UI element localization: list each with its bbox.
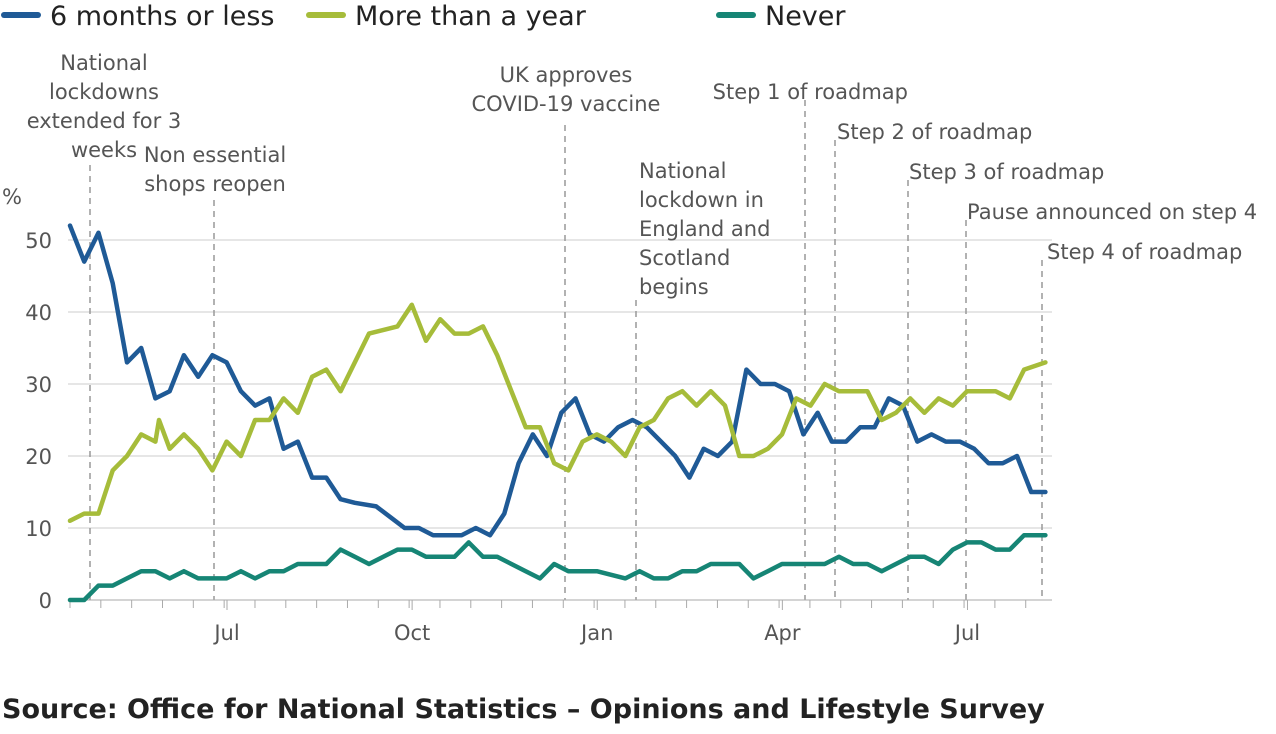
annotation-text: National lockdowns extended for 3 weeks — [27, 51, 182, 162]
annotation-text: Step 3 of roadmap — [909, 160, 1104, 184]
annotation-line-text: Step 1 of roadmap — [713, 80, 908, 104]
annotation-line-text: Step 2 of roadmap — [837, 120, 1032, 144]
annotation-line-text: Pause announced on step 4 — [967, 200, 1257, 224]
annotation-line-text: National — [639, 159, 727, 183]
annotation-line-text: lockdowns — [49, 80, 159, 104]
annotation-text: Step 4 of roadmap — [1047, 240, 1242, 264]
legend-label: Never — [765, 1, 846, 32]
y-tick-label: 50 — [25, 229, 52, 253]
series-line — [67, 302, 1048, 524]
annotation-line-text: Non essential — [144, 143, 286, 167]
annotation-line-text: shops reopen — [144, 172, 286, 196]
legend-label: More than a year — [355, 1, 587, 32]
annotation-line-text: extended for 3 — [27, 109, 182, 133]
line-chart: National lockdowns extended for 3 weeks Non … — [1, 1, 1257, 645]
annotation-text: Step 2 of roadmap — [837, 120, 1032, 144]
annotation-text: National lockdown in England and Scotland be… — [639, 159, 770, 299]
annotation-line-text: National — [60, 51, 148, 75]
annotation-line-text: Step 4 of roadmap — [1047, 240, 1242, 264]
legend-label: 6 months or less — [50, 1, 275, 32]
x-tick-label: Jan — [579, 621, 613, 645]
y-tick-label: 20 — [25, 445, 52, 469]
annotation-text: Non essential shops reopen — [144, 143, 286, 196]
x-tick-label: Jul — [953, 621, 980, 645]
annotation-text: Step 1 of roadmap — [713, 80, 908, 104]
annotation-line-text: Step 3 of roadmap — [909, 160, 1104, 184]
annotation-line-text: begins — [639, 275, 709, 299]
annotation-line-text: UK approves — [500, 63, 633, 87]
x-tick-label: Apr — [764, 621, 801, 645]
x-tick-label: Oct — [394, 621, 430, 645]
y-tick-label: 0 — [39, 589, 52, 613]
grid-lines — [68, 239, 1052, 529]
series-line — [67, 223, 1048, 538]
annotation-line-text: Scotland — [639, 246, 730, 270]
series-lines — [67, 223, 1048, 603]
axes: 0 10 20 30 40 50% Jul Oct Jan Apr Jul — [2, 185, 1052, 645]
y-axis-label: % — [2, 185, 22, 209]
y-tick-label: 10 — [25, 517, 52, 541]
series-line — [67, 532, 1048, 603]
annotation-line-text: COVID-19 vaccine — [472, 92, 661, 116]
annotations: National lockdowns extended for 3 weeks Non … — [27, 51, 1257, 600]
x-tick-label: Jul — [212, 621, 239, 645]
annotation-text: UK approves COVID-19 vaccine — [472, 63, 661, 116]
annotation-text: Pause announced on step 4 — [967, 200, 1257, 224]
annotation-line-text: England and — [639, 217, 770, 241]
source-note: Source: Office for National Statistics –… — [2, 694, 1045, 725]
annotation-line-text: lockdown in — [639, 188, 764, 212]
y-tick-label: 30 — [25, 373, 52, 397]
y-tick-label: 40 — [25, 301, 52, 325]
legend: 6 months or less More than a year Never — [1, 1, 846, 32]
annotation-line-text: weeks — [71, 138, 137, 162]
